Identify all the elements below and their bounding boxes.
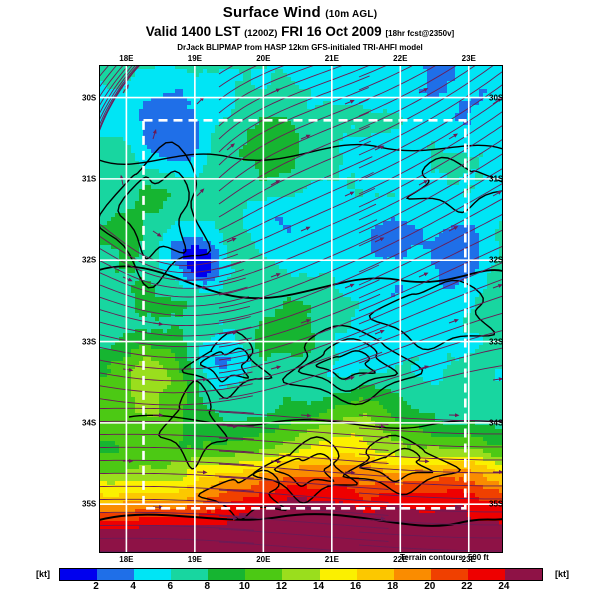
colorbar-tick: 10 <box>238 581 250 592</box>
forecast-hour: [18hr fcst@2350v] <box>385 29 455 38</box>
colorbar-tick-labels: 2 4 6 8 10 12 14 16 18 20 22 24 <box>59 581 541 595</box>
colorbar-band <box>393 569 431 580</box>
colorbar-band <box>97 569 135 580</box>
lon-tick-top: 23E <box>461 54 476 63</box>
colorbar-band <box>171 569 209 580</box>
lat-tick-right: 34S <box>489 418 504 428</box>
lat-tick-right: 31S <box>489 174 504 184</box>
lat-tick-right: 35S <box>489 499 504 509</box>
colorbar-tick: 4 <box>130 581 136 592</box>
colorbar-tick: 18 <box>387 581 399 592</box>
lat-tick-left: 35S <box>82 499 97 509</box>
subdomain-dashed-box <box>142 118 467 510</box>
lon-tick-top: 21E <box>324 54 339 63</box>
colorbar-band <box>356 569 394 580</box>
windspeed-fill-layer <box>99 65 503 553</box>
lat-tick-left: 33S <box>82 337 97 347</box>
lon-tick-top: 19E <box>187 54 202 63</box>
lon-tick-top: 18E <box>119 54 134 63</box>
colorbar: [kt] [kt] 2 4 6 8 10 12 14 16 18 20 22 24 <box>0 566 600 596</box>
terrain-contour-note: Terrain contours: 500 ft <box>400 553 489 562</box>
colorbar-band <box>282 569 320 580</box>
colorbar-tick: 14 <box>312 581 325 592</box>
colorbar-tick: 16 <box>350 581 362 592</box>
colorbar-tick: 20 <box>424 581 436 592</box>
colorbar-band <box>134 569 172 580</box>
lon-tick-bottom: 22E <box>393 555 408 564</box>
colorbar-tick: 22 <box>461 581 473 592</box>
wind-speed-map[interactable] <box>99 65 503 553</box>
colorbar-tick: 24 <box>498 581 510 592</box>
colorbar-unit-left: [kt] <box>36 569 50 579</box>
latlon-grid-layer <box>99 65 503 553</box>
title-subscript: (10m AGL) <box>325 9 378 20</box>
lat-tick-right: 30S <box>489 93 504 103</box>
colorbar-tick: 12 <box>275 581 288 592</box>
valid-time-line: Valid 1400 LST (1200Z) FRI 16 Oct 2009 [… <box>0 24 600 42</box>
colorbar-tick: 2 <box>93 581 99 592</box>
colorbar-band <box>60 569 98 580</box>
valid-date: FRI 16 Oct 2009 <box>281 24 382 39</box>
colorbar-band <box>245 569 283 580</box>
lon-tick-top: 20E <box>256 54 271 63</box>
colorbar-strip <box>59 568 543 581</box>
page-title: Surface Wind (10m AGL) <box>0 4 600 23</box>
title-block: Surface Wind (10m AGL) Valid 1400 LST (1… <box>0 4 600 53</box>
model-source-line: DrJack BLIPMAP from HASP 12km GFS-initia… <box>177 43 423 52</box>
streamline-layer <box>99 65 503 553</box>
lon-tick-bottom: 18E <box>119 555 134 564</box>
colorbar-band <box>208 569 246 580</box>
lat-tick-left: 30S <box>82 93 97 103</box>
colorbar-band <box>467 569 505 580</box>
lon-tick-bottom: 23E <box>461 555 476 564</box>
map-panel[interactable] <box>99 65 503 553</box>
lon-tick-bottom: 20E <box>256 555 271 564</box>
title-main: Surface Wind <box>222 4 321 21</box>
valid-time-local: Valid 1400 LST <box>145 24 241 39</box>
lat-tick-left: 34S <box>82 418 97 428</box>
lon-tick-bottom: 21E <box>324 555 339 564</box>
colorbar-band <box>319 569 357 580</box>
colorbar-band <box>430 569 468 580</box>
colorbar-band <box>504 569 543 580</box>
lon-tick-bottom: 19E <box>187 555 202 564</box>
colorbar-tick: 8 <box>204 581 211 592</box>
lat-tick-left: 31S <box>82 174 97 184</box>
lat-tick-left: 32S <box>82 255 97 265</box>
colorbar-tick: 6 <box>167 581 173 592</box>
valid-time-utc: (1200Z) <box>244 28 278 39</box>
lon-tick-top: 22E <box>393 54 408 63</box>
lat-tick-right: 32S <box>489 255 504 265</box>
colorbar-unit-right: [kt] <box>555 569 569 579</box>
lat-tick-right: 33S <box>489 337 504 347</box>
